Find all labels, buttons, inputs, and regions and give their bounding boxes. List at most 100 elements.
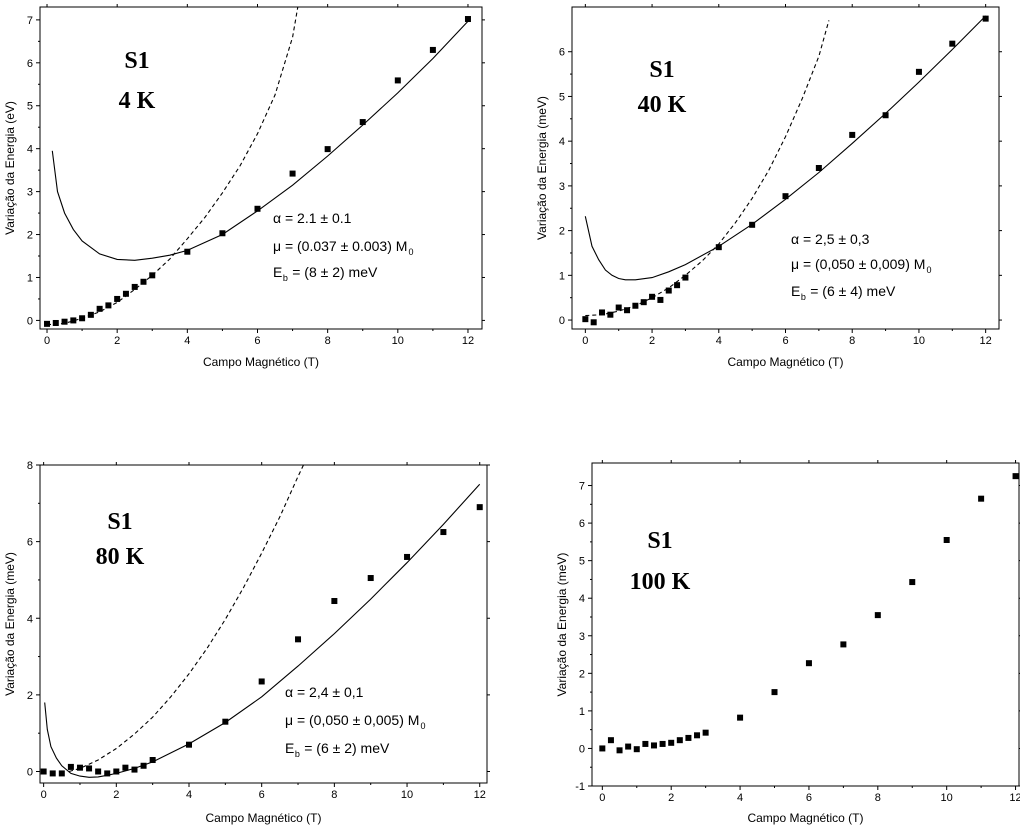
data-point xyxy=(694,732,701,739)
x-tick-label: 4 xyxy=(184,335,190,347)
x-tick-label: 4 xyxy=(737,792,743,804)
data-point xyxy=(982,15,989,22)
fit-parameter-3: E = (6 ± 4) meV xyxy=(791,283,896,299)
data-point xyxy=(1012,473,1019,480)
data-point xyxy=(685,734,692,741)
y-tick-label: 7 xyxy=(579,481,585,493)
data-point xyxy=(771,689,778,696)
x-tick-label: 2 xyxy=(668,792,674,804)
data-point xyxy=(657,296,664,303)
data-point xyxy=(650,742,657,749)
data-point xyxy=(295,636,302,643)
y-tick-label: 3 xyxy=(559,181,565,193)
data-point xyxy=(394,77,401,84)
fit-curve xyxy=(51,20,469,261)
data-point xyxy=(76,764,83,771)
data-point xyxy=(909,579,916,586)
data-point xyxy=(149,757,156,764)
data-point xyxy=(616,747,623,754)
y-tick-label: 6 xyxy=(27,58,33,70)
x-tick-label: 0 xyxy=(582,335,588,347)
x-axis-title: Campo Magnético (T) xyxy=(203,355,319,369)
x-tick-label: 12 xyxy=(462,335,474,347)
data-point xyxy=(40,768,47,775)
subscript-b: b xyxy=(295,749,300,759)
y-tick-label: 6 xyxy=(27,537,33,549)
data-point xyxy=(464,16,471,23)
subscript-0: 0 xyxy=(926,265,931,275)
plot-frame xyxy=(39,6,483,330)
x-tick-label: 12 xyxy=(980,335,992,347)
y-tick-label: 0 xyxy=(579,743,585,755)
data-point xyxy=(815,165,822,171)
data-point xyxy=(874,612,881,619)
fit-parameter-3: E = (8 ± 2) meV xyxy=(273,264,378,280)
data-point xyxy=(624,307,631,314)
data-point xyxy=(582,316,589,323)
plot-area xyxy=(44,7,471,327)
y-tick-label: 5 xyxy=(559,91,565,103)
fit-parameter-2: μ = (0,050 ± 0,005) M xyxy=(285,712,419,728)
data-point xyxy=(805,660,812,667)
data-point xyxy=(840,641,847,648)
data-point xyxy=(978,495,985,502)
x-tick-label: 0 xyxy=(599,792,605,804)
data-point xyxy=(615,304,622,311)
data-point xyxy=(633,746,640,753)
temperature-label: 100 K xyxy=(630,569,691,595)
x-tick-label: 6 xyxy=(782,335,788,347)
data-point xyxy=(625,743,632,750)
fit-parameter-1: α = 2.1 ± 0.1 xyxy=(273,210,352,226)
y-tick-label: 1 xyxy=(579,706,585,718)
fit-parameter-2: μ = (0,050 ± 0,009) M xyxy=(791,256,925,272)
y-axis-title: Variação da Energia (meV) xyxy=(535,96,549,240)
data-point xyxy=(782,193,789,200)
data-point xyxy=(122,764,129,771)
x-tick-label: 0 xyxy=(44,335,50,347)
data-point xyxy=(659,740,666,747)
data-point xyxy=(70,317,77,324)
x-axis-title: Campo Magnético (T) xyxy=(205,811,321,825)
x-tick-label: 8 xyxy=(849,335,855,347)
data-point xyxy=(440,529,447,536)
data-point xyxy=(67,763,74,770)
y-tick-label: 3 xyxy=(579,631,585,643)
data-point xyxy=(186,741,192,748)
y-tick-label: 4 xyxy=(27,144,33,156)
y-tick-label: 0 xyxy=(559,315,565,327)
temperature-label: 80 K xyxy=(96,544,145,570)
data-point xyxy=(122,290,129,297)
data-point xyxy=(943,536,950,543)
y-tick-label: 6 xyxy=(559,47,565,59)
x-tick-label: 2 xyxy=(649,335,655,347)
data-point xyxy=(52,319,59,326)
x-tick-label: 6 xyxy=(806,792,812,804)
data-point xyxy=(702,729,709,736)
data-point xyxy=(49,770,56,777)
x-tick-label: 2 xyxy=(113,789,119,801)
x-tick-label: 10 xyxy=(913,335,925,347)
data-point xyxy=(131,766,138,773)
data-point xyxy=(715,244,722,251)
x-axis-title: Campo Magnético (T) xyxy=(727,355,843,369)
y-tick-label: 0 xyxy=(27,315,33,327)
y-axis-title: Variação da Energia (meV) xyxy=(555,553,569,697)
dashed-curve xyxy=(68,465,305,773)
data-point xyxy=(86,765,93,772)
data-point xyxy=(219,230,226,237)
x-tick-label: 6 xyxy=(259,789,265,801)
data-point xyxy=(915,68,922,75)
data-point xyxy=(114,295,121,302)
temperature-label: 4 K xyxy=(119,88,156,114)
data-point xyxy=(95,768,102,775)
plot-frame xyxy=(591,462,1020,787)
data-point xyxy=(289,170,296,177)
data-point xyxy=(140,762,147,769)
data-point xyxy=(682,274,689,281)
fit-parameter-2: μ = (0.037 ± 0.003) M xyxy=(273,238,407,254)
data-point xyxy=(607,737,614,744)
x-tick-label: 6 xyxy=(254,335,260,347)
